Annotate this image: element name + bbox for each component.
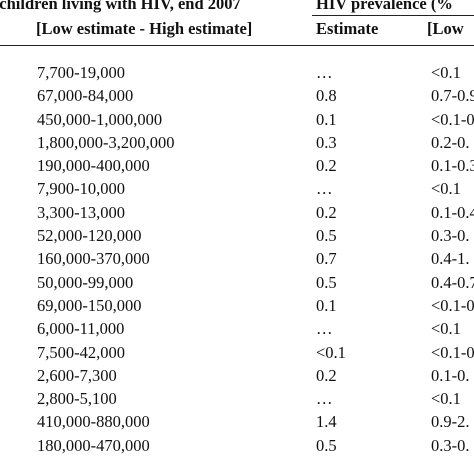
- table-body: 7,700-19,000 … <0.1 67,000-84,000 0.8 0.7-0.9…: [0, 61, 474, 457]
- table-row: 180,000-470,000 0.5 0.3-0.: [0, 434, 474, 457]
- cell-low-range: 0.9-2.: [431, 412, 470, 432]
- header-top-rule: [312, 15, 474, 17]
- table-row: 190,000-400,000 0.2 0.1-0.3: [0, 154, 474, 177]
- table-row: 67,000-84,000 0.8 0.7-0.9: [0, 84, 474, 107]
- cell-estimate: <0.1: [316, 342, 346, 362]
- cell-estimate: …: [316, 319, 333, 339]
- cell-estimate: 0.7: [316, 249, 337, 269]
- table-row: 7,700-19,000 … <0.1: [0, 61, 474, 84]
- cell-estimate: 0.5: [316, 272, 337, 292]
- cell-estimate: 0.1: [316, 295, 337, 315]
- cell-low-range: <0.1: [431, 63, 461, 82]
- table-row: 7,900-10,000 … <0.1: [0, 177, 474, 200]
- cell-range: 2,800-5,100: [37, 389, 117, 409]
- table-row: 52,000-120,000 0.5 0.3-0.: [0, 224, 474, 247]
- table-row: 160,000-370,000 0.7 0.4-1.: [0, 247, 474, 270]
- table-row: 450,000-1,000,000 0.1 <0.1-0: [0, 108, 474, 131]
- cell-range: 50,000-99,000: [37, 272, 134, 292]
- cell-low-range: 0.2-0.: [431, 132, 470, 152]
- cell-estimate: 0.5: [316, 226, 337, 246]
- cell-estimate: 0.1: [316, 109, 337, 129]
- table-row: 6,000-11,000 … <0.1: [0, 317, 474, 340]
- table-row: 410,000-880,000 1.4 0.9-2.: [0, 410, 474, 433]
- table-row: 2,800-5,100 … <0.1: [0, 387, 474, 410]
- cell-low-range: <0.1: [431, 319, 461, 339]
- cell-low-range: 0.3-0.: [431, 435, 470, 455]
- cell-range: 410,000-880,000: [37, 412, 150, 432]
- cell-range: 67,000-84,000: [37, 86, 134, 106]
- column-group-title-prevalence: HIV prevalence (%: [316, 0, 453, 13]
- cell-low-range: <0.1-0: [431, 295, 474, 315]
- cell-estimate: …: [316, 63, 333, 82]
- cell-range: 3,300-13,000: [37, 202, 125, 222]
- cell-low-range: 0.4-1.: [431, 249, 470, 269]
- cell-low-range: 0.1-0.: [431, 365, 470, 385]
- cell-low-range: <0.1-0: [431, 342, 474, 362]
- table-row: 69,000-150,000 0.1 <0.1-0: [0, 294, 474, 317]
- cell-low-range: <0.1: [431, 389, 461, 409]
- cell-range: 190,000-400,000: [37, 156, 150, 176]
- cell-range: 160,000-370,000: [37, 249, 150, 269]
- cell-low-range: 0.3-0.: [431, 226, 470, 246]
- cell-range: 1,800,000-3,200,000: [37, 132, 175, 152]
- cell-range: 6,000-11,000: [37, 319, 125, 339]
- cell-estimate: 0.2: [316, 365, 337, 385]
- cell-low-range: 0.7-0.9: [431, 86, 474, 106]
- cell-range: 69,000-150,000: [37, 295, 142, 315]
- cell-estimate: …: [316, 179, 333, 199]
- cell-range: 7,900-10,000: [37, 179, 125, 199]
- column-subtitle-estimate: Estimate: [316, 19, 379, 38]
- cell-estimate: 0.2: [316, 156, 337, 176]
- table-row: 2,600-7,300 0.2 0.1-0.: [0, 364, 474, 387]
- cell-range: 7,700-19,000: [37, 63, 125, 82]
- column-group-title-children: d children living with HIV, end 2007: [0, 0, 241, 13]
- cell-low-range: <0.1: [431, 179, 461, 199]
- cell-low-range: 0.4-0.7: [431, 272, 474, 292]
- cell-range: 52,000-120,000: [37, 226, 142, 246]
- cell-estimate: …: [316, 389, 333, 409]
- table-row: 1,800,000-3,200,000 0.3 0.2-0.: [0, 131, 474, 154]
- cell-estimate: 0.8: [316, 86, 337, 106]
- cell-estimate: 0.5: [316, 435, 337, 455]
- column-subtitle-range: [Low estimate - High estimate]: [36, 19, 253, 38]
- cell-estimate: 0.3: [316, 132, 337, 152]
- cell-estimate: 0.2: [316, 202, 337, 222]
- cell-low-range: 0.1-0.3: [431, 156, 474, 176]
- table-row: 50,000-99,000 0.5 0.4-0.7: [0, 271, 474, 294]
- column-subtitle-low: [Low: [427, 19, 464, 38]
- header-bottom-rule: [0, 45, 474, 47]
- cell-low-range: <0.1-0: [431, 109, 474, 129]
- table-row: 7,500-42,000 <0.1 <0.1-0: [0, 341, 474, 364]
- cell-range: 180,000-470,000: [37, 435, 150, 455]
- cell-estimate: 1.4: [316, 412, 337, 432]
- cell-range: 7,500-42,000: [37, 342, 125, 362]
- cell-range: 450,000-1,000,000: [37, 109, 163, 129]
- cell-range: 2,600-7,300: [37, 365, 117, 385]
- cell-low-range: 0.1-0.4: [431, 202, 474, 222]
- table-row: 3,300-13,000 0.2 0.1-0.4: [0, 201, 474, 224]
